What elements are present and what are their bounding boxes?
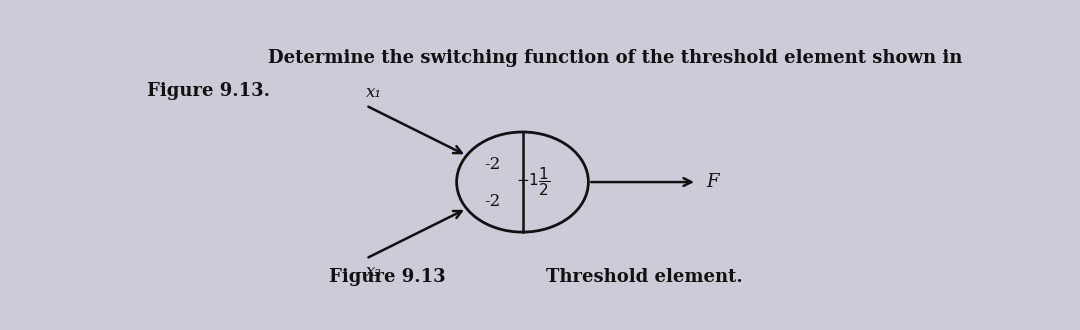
Text: Figure 9.13: Figure 9.13 bbox=[328, 268, 445, 286]
Text: F: F bbox=[706, 173, 718, 191]
Text: Determine the switching function of the threshold element shown in: Determine the switching function of the … bbox=[268, 49, 962, 67]
Text: Figure 9.13.: Figure 9.13. bbox=[147, 82, 270, 100]
Text: -2: -2 bbox=[485, 193, 501, 210]
Text: x₁: x₁ bbox=[366, 84, 382, 101]
Text: $-1\dfrac{1}{2}$: $-1\dfrac{1}{2}$ bbox=[516, 166, 551, 198]
Text: -2: -2 bbox=[485, 156, 501, 173]
Text: x₂: x₂ bbox=[366, 263, 382, 280]
Text: Threshold element.: Threshold element. bbox=[545, 268, 743, 286]
